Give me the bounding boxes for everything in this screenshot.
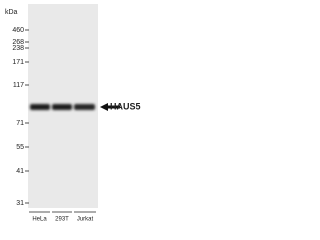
lane-labels: HeLa 293T Jurkat [29,211,96,223]
band-hela [30,104,50,110]
band-293t [52,104,72,110]
marker-label: 117 [13,82,24,89]
marker-label: 55 [16,144,24,151]
band-jurkat [74,104,95,110]
marker-label: 171 [12,59,24,66]
lane-label: Jurkat [77,217,94,223]
marker-label: 238 [12,45,24,52]
band-arrow [100,103,120,111]
lane-label: 293T [55,217,69,223]
marker-label: 41 [16,168,24,175]
marker-label: 268 [12,39,24,46]
marker-label: 460 [12,27,24,34]
band-label: HAUS5 [110,101,141,111]
marker-label: 31 [16,200,24,207]
bands [30,104,95,110]
marker-label: 71 [16,120,24,127]
lane-label: HeLa [32,217,47,223]
unit-label: kDa [5,9,18,16]
